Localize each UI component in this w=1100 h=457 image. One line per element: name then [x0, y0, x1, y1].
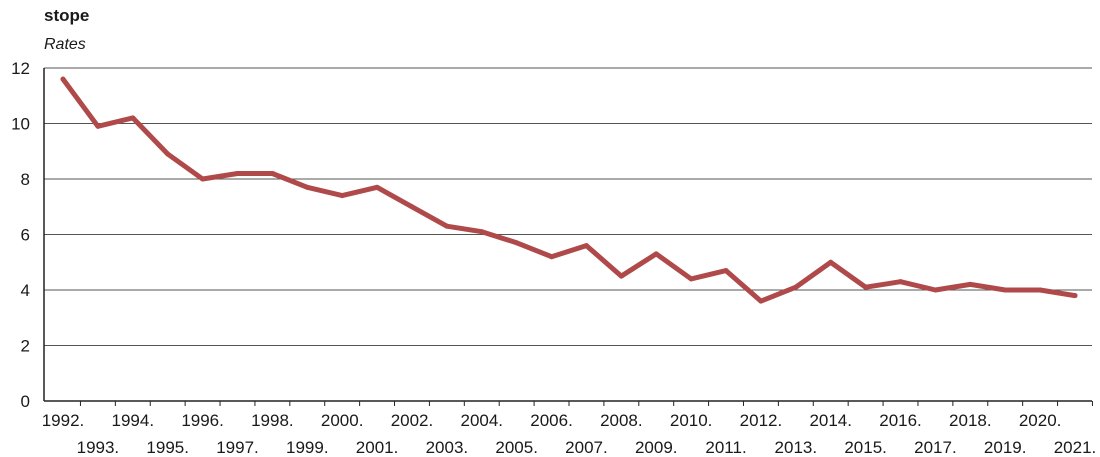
- data-point: [863, 284, 869, 290]
- x-tick-label: 2005.: [495, 438, 538, 457]
- y-tick-label: 2: [21, 337, 30, 356]
- y-tick-label: 12: [11, 59, 30, 78]
- data-point: [200, 176, 206, 182]
- data-point: [165, 151, 171, 157]
- x-tick-label: 1996.: [181, 411, 224, 430]
- data-point: [688, 276, 694, 282]
- y-tick-label: 10: [11, 115, 30, 134]
- x-tick-label: 2017.: [914, 438, 957, 457]
- x-tick-label: 1998.: [251, 411, 294, 430]
- y-tick-label: 8: [21, 170, 30, 189]
- data-point: [444, 223, 450, 229]
- x-tick-label: 2018.: [949, 411, 992, 430]
- x-tick-label: 2006.: [530, 411, 573, 430]
- data-point: [1072, 293, 1078, 299]
- data-point: [723, 268, 729, 274]
- x-tick-label: 2010.: [670, 411, 713, 430]
- x-tick-label: 2014.: [809, 411, 852, 430]
- x-tick-label: 1995.: [146, 438, 189, 457]
- data-point: [793, 284, 799, 290]
- y-tick-label: 6: [21, 226, 30, 245]
- data-point: [583, 243, 589, 249]
- data-point: [304, 184, 310, 190]
- data-point: [269, 170, 275, 176]
- x-tick-label: 2004.: [460, 411, 503, 430]
- data-point: [758, 298, 764, 304]
- data-point: [60, 76, 66, 82]
- data-point: [339, 193, 345, 199]
- x-tick-label: 2002.: [391, 411, 434, 430]
- x-tick-label: 2009.: [635, 438, 678, 457]
- x-tick-label: 2016.: [879, 411, 922, 430]
- x-tick-label: 2011.: [705, 438, 746, 457]
- x-tick-label: 2000.: [321, 411, 364, 430]
- series-layer: [60, 76, 1078, 304]
- x-tick-label: 2012.: [740, 411, 783, 430]
- data-point: [828, 259, 834, 265]
- x-tick-label: 2003.: [426, 438, 469, 457]
- axes: [43, 68, 1093, 406]
- data-point: [932, 287, 938, 293]
- x-tick-label: 1992.: [42, 411, 85, 430]
- data-point: [95, 123, 101, 129]
- data-point: [479, 229, 485, 235]
- data-point: [653, 251, 659, 257]
- x-tick-label: 2007.: [565, 438, 608, 457]
- x-tick-label: 1993.: [77, 438, 120, 457]
- data-point: [234, 170, 240, 176]
- chart-subtitle: Rates: [44, 36, 86, 53]
- data-point: [549, 254, 555, 260]
- x-tick-label: 1999.: [286, 438, 329, 457]
- x-tick-label: 1994.: [112, 411, 155, 430]
- y-tick-label: 4: [21, 281, 30, 300]
- data-point: [967, 281, 973, 287]
- chart-title: stope: [44, 6, 90, 25]
- x-tick-label: 2015.: [844, 438, 887, 457]
- x-tick-labels: 1992. 1993. 1994. 1995. 1996. 1997. 1998. 1999.…: [42, 411, 1097, 457]
- x-tick-label: 2019.: [984, 438, 1027, 457]
- x-tick-label: 1997.: [216, 438, 259, 457]
- x-tick-label: 2013.: [775, 438, 818, 457]
- data-point: [1037, 287, 1043, 293]
- data-point: [130, 115, 136, 121]
- x-tick-label: 2021.: [1054, 438, 1097, 457]
- x-tick-label: 2001.: [356, 438, 399, 457]
- x-tick-label: 2020.: [1019, 411, 1062, 430]
- grid-lines: [44, 67, 1092, 346]
- data-point: [374, 184, 380, 190]
- data-point: [1002, 287, 1008, 293]
- x-tick-label: 2008.: [600, 411, 643, 430]
- data-point: [409, 204, 415, 210]
- y-tick-labels: 0 2 4 6 8 10 12: [11, 59, 30, 411]
- data-point: [618, 273, 624, 279]
- data-point: [898, 279, 904, 285]
- series-line: [60, 76, 1078, 304]
- y-tick-label: 0: [21, 392, 30, 411]
- data-point: [514, 240, 520, 246]
